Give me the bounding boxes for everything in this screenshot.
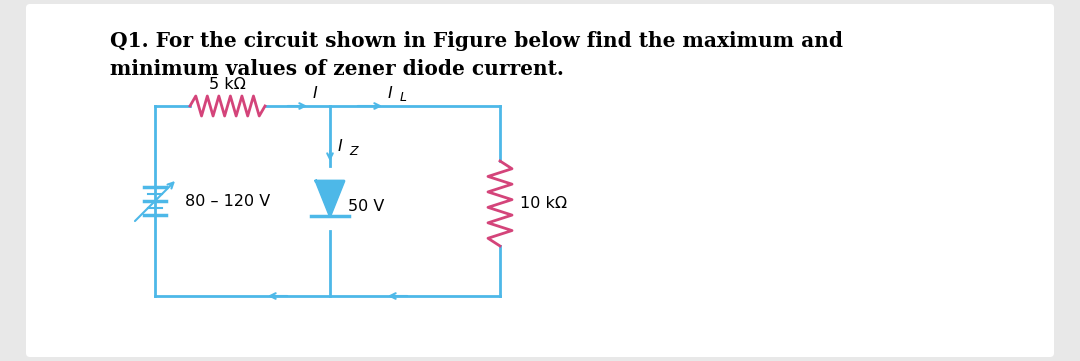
Text: minimum values of zener diode current.: minimum values of zener diode current.	[110, 59, 564, 79]
Text: I: I	[313, 86, 318, 101]
Text: 50 V: 50 V	[348, 199, 384, 214]
FancyBboxPatch shape	[26, 4, 1054, 357]
Text: 10 kΩ: 10 kΩ	[519, 196, 567, 211]
Polygon shape	[316, 181, 345, 216]
Text: I: I	[388, 86, 393, 101]
Text: I: I	[338, 139, 342, 154]
Text: 80 – 120 V: 80 – 120 V	[185, 193, 270, 209]
Text: L: L	[400, 91, 407, 104]
Text: Z: Z	[349, 145, 357, 158]
Text: Q1. For the circuit shown in Figure below find the maximum and: Q1. For the circuit shown in Figure belo…	[110, 31, 843, 51]
Text: 5 kΩ: 5 kΩ	[210, 77, 246, 92]
